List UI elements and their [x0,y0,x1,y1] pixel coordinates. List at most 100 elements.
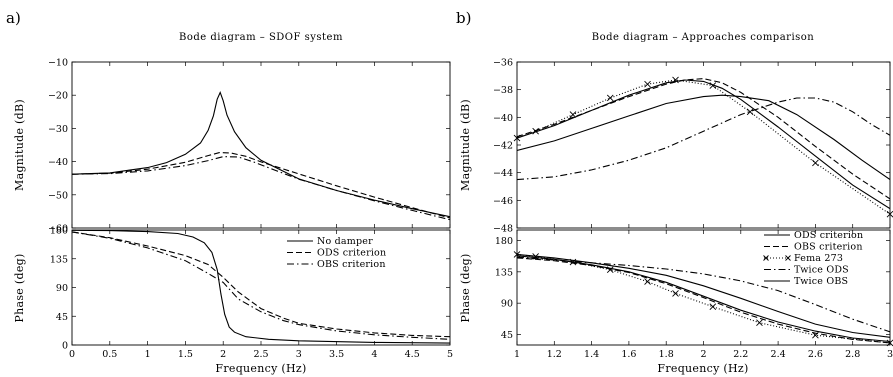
x-tick-label: 3.5 [329,349,344,360]
data-point-x-marker [606,266,614,274]
data-point-x-marker [812,159,819,167]
x-tick-label: 2 [700,349,706,360]
y-tick-label: −20 [48,91,68,102]
x-tick-label: 2.5 [253,349,268,360]
y-axis-label: Phase (deg) [13,253,26,322]
y-tick-label: 45 [56,312,68,323]
y-tick-label: −36 [493,58,513,69]
x-tick-label: 5 [447,349,453,360]
y-tick-label: −48 [493,224,513,235]
y-tick-label: 180 [50,226,68,237]
legend-label: ODS criterion [794,230,863,241]
x-tick-label: 1 [514,349,520,360]
y-tick-label: −30 [48,124,68,135]
x-tick-label: 4 [371,349,377,360]
y-tick-label: 135 [50,254,68,265]
y-tick-label: 90 [501,299,513,310]
y-tick-label: −40 [493,113,513,124]
panel-label-a: a) [6,9,21,27]
data-point-x-marker [644,278,651,285]
x-tick-label: 0.5 [102,349,117,360]
data-point-x-marker [513,134,521,142]
x-tick-label: 2.4 [771,349,786,360]
series-line-ods-criterion [72,152,450,219]
x-tick-label: 1 [145,349,151,360]
data-point-x-marker [886,339,893,347]
series-line-twice-ods [517,97,890,181]
x-tick-label: 1.8 [659,349,674,360]
chart-b-phase: 1 1.2 1.4 1.6 1.8 2 2.2 2.4 2.6 2.8 3 45 90 135 180 Fre… [459,229,893,375]
panel-label-b: b) [456,9,471,27]
series-line-ods-criterion [72,231,450,338]
chart-title: Bode diagram – Approaches comparison [592,32,815,43]
data-point-x-marker [513,251,521,258]
x-tick-label: 1.5 [178,349,193,360]
data-point-x-marker [532,127,539,135]
x-tick-label: 1.4 [584,349,599,360]
series-line-obs-criterion [517,257,890,344]
x-tick-label: 1.2 [547,349,562,360]
y-tick-label: 45 [501,330,513,341]
legend-label: OBS criterion [317,259,386,270]
series-line-obs-criterion [517,78,890,200]
x-tick-label: 2.6 [808,349,823,360]
series-line-fema-273 [517,79,890,215]
data-point-x-marker [672,76,679,84]
legend-label: OBS criterion [794,242,863,253]
series-line-no-damper [72,91,450,218]
data-point-x-marker [886,210,893,218]
chart-a-phase: 0 0.5 1 1.5 2 2.5 3 3.5 4 4.5 5 0 45 90 135 180 Frequenc… [13,226,453,376]
data-point-x-marker [709,303,717,310]
y-tick-label: −42 [493,141,513,152]
series-line-twice-obs [517,253,890,338]
x-tick-label: 4.5 [405,349,420,360]
y-tick-label: 0 [62,341,68,352]
legend-label: Fema 273 [794,253,843,264]
x-tick-label: 3 [296,349,302,360]
x-axis-label: Frequency (Hz) [657,362,748,375]
legend-marker [763,255,769,261]
y-tick-label: 90 [56,283,68,294]
series-line-no-damper [72,230,450,344]
chart-b-mag: Bode diagram – Approaches comparison −48 −… [459,32,893,235]
data-point-x-marker [672,290,679,297]
y-tick-label: 180 [495,236,513,247]
y-tick-label: −60 [48,224,68,235]
data-point-x-marker [812,331,819,339]
data-point-x-marker [644,80,651,88]
legend-label: No damper [317,236,373,247]
legend-marker [785,255,791,261]
data-point-x-marker [709,82,717,89]
series-line-obs-criterion [72,231,450,340]
y-axis-label: Magnitude (dB) [459,99,472,191]
y-axis-label: Magnitude (dB) [13,99,26,191]
legend-label: ODS criterion [317,248,386,259]
charts-group: Bode diagram – SDOF system −60 −50 −40 −30 −2… [13,32,893,375]
legend-label: Twice OBS [794,276,848,287]
series-line-ods-criterion [517,79,890,210]
data-point-x-marker [569,111,577,118]
y-tick-label: −38 [493,85,513,96]
x-tick-label: 0 [69,349,75,360]
y-tick-label: 135 [495,267,513,278]
chart-a-mag: Bode diagram – SDOF system −60 −50 −40 −30 −2… [13,32,451,235]
legend-label: Twice ODS [794,265,849,276]
data-point-x-marker [756,319,763,327]
x-tick-label: 2 [220,349,226,360]
y-tick-label: −44 [493,168,513,179]
data-point-x-marker [746,108,754,116]
plot-frame [516,61,891,229]
y-axis-label: Phase (deg) [459,253,472,322]
x-axis-label: Frequency (Hz) [215,362,306,375]
plot-frame [71,61,451,229]
x-tick-label: 2.8 [845,349,860,360]
y-tick-label: −50 [48,190,68,201]
y-tick-label: −40 [48,157,68,168]
series-line-obs-criterion [72,156,450,221]
plot-frame [71,229,451,346]
y-tick-label: −46 [493,196,513,207]
chart-title: Bode diagram – SDOF system [179,32,343,43]
series-line-twice-obs [517,94,890,181]
series-line-ods-criterion [517,255,890,343]
